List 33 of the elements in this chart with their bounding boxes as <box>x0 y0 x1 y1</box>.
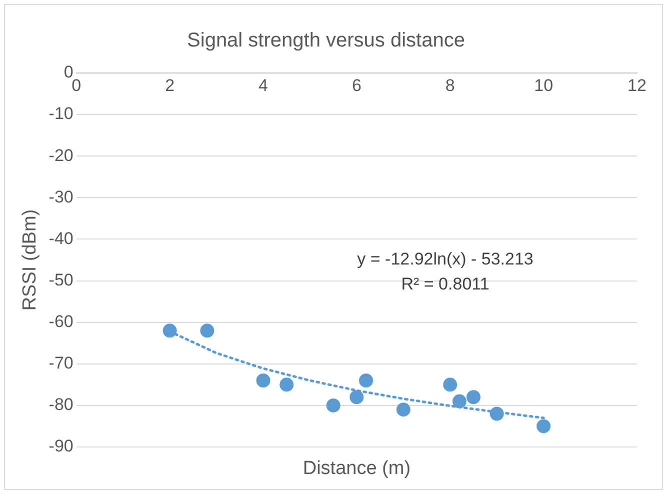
point <box>256 374 270 388</box>
x-tick-label: 6 <box>352 76 362 95</box>
x-tick-label: 8 <box>445 76 455 95</box>
x-tick-label: 10 <box>534 76 554 95</box>
chart-title: Signal strength versus distance <box>187 30 465 52</box>
annotation: y = -12.92ln(x) - 53.213 <box>357 250 534 269</box>
y-tick-label: -60 <box>48 312 74 332</box>
point <box>466 390 480 404</box>
annotation: R² = 0.8011 <box>401 274 490 294</box>
y-tick-label: -80 <box>48 395 74 414</box>
y-tick-label: -70 <box>48 354 74 373</box>
x-axis-title: Distance (m) <box>302 458 411 480</box>
x-tick-label: 12 <box>628 76 646 95</box>
y-tick-label: -30 <box>48 187 74 206</box>
y-tick-label: 0 <box>64 62 74 82</box>
y-tick-label: -10 <box>48 104 74 124</box>
x-tick-label: 2 <box>165 76 175 95</box>
y-tick-label: -50 <box>48 270 74 290</box>
point <box>200 324 214 338</box>
point <box>326 398 340 412</box>
y-tick-label: -90 <box>48 436 74 456</box>
point <box>350 390 364 404</box>
point <box>162 324 177 338</box>
point <box>443 378 458 392</box>
x-tick-label: 4 <box>258 76 268 95</box>
point <box>536 419 551 434</box>
point <box>280 378 294 392</box>
point <box>396 402 410 417</box>
point <box>359 374 374 388</box>
y-tick-label: -40 <box>48 228 74 248</box>
point <box>452 394 466 408</box>
y-axis-title: RSSI (dBm) <box>20 209 41 311</box>
y-tick-label: -20 <box>48 146 74 165</box>
